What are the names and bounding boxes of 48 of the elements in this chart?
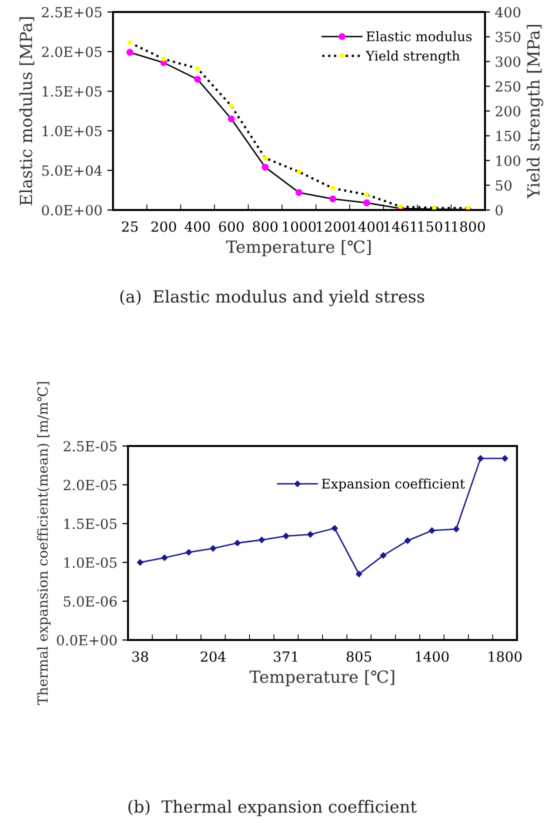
y-axis-title: Elastic modulus [MPa] xyxy=(19,17,34,206)
legend-label: Elastic modulus xyxy=(366,31,472,42)
y2-tick-label: 300 xyxy=(496,56,520,67)
x-axis-title: Temperature [℃] xyxy=(250,670,394,686)
y2-tick-label: 200 xyxy=(496,106,520,116)
y2-tick-label: 150 xyxy=(496,130,520,142)
x-tick-label: 1800 xyxy=(452,221,485,232)
x-tick-label: 371 xyxy=(274,651,298,662)
legend-label: Yield strength xyxy=(366,50,460,64)
x-tick-label: 1200 xyxy=(316,221,350,232)
y2-tick-label: 100 xyxy=(496,155,520,166)
x-tick-label: 400 xyxy=(184,221,210,232)
x-tick-label: 1000 xyxy=(283,221,316,232)
x-tick-label: 1800 xyxy=(488,651,522,662)
y2-tick-label: 350 xyxy=(496,32,520,42)
y-tick-label: 1.0E+05 xyxy=(42,126,102,136)
y-tick-label: 1.5E+05 xyxy=(42,86,102,97)
y2-tick-label: 400 xyxy=(495,6,520,18)
x-tick-label: 25 xyxy=(122,221,138,232)
y-tick-label: 2.0E+05 xyxy=(42,46,102,58)
y-tick-label: 0.0E+00 xyxy=(42,204,102,216)
y2-tick-label: 50 xyxy=(496,180,512,191)
text: (a) Elastic modulus and yield stress xyxy=(120,290,424,306)
x-tick-label: 1400 xyxy=(350,221,384,232)
x-tick-label: 200 xyxy=(151,221,176,232)
x-tick-label: 204 xyxy=(200,651,226,662)
x-tick-label: 805 xyxy=(346,651,372,662)
text: (b) Thermal expansion coefficient xyxy=(128,800,417,816)
x-tick-label: 1501 xyxy=(418,221,450,232)
y-tick-label: 0.0E+00 xyxy=(56,634,117,646)
y-axis-title: Thermal expansion coefficient(mean) [m/m℃] xyxy=(37,382,50,705)
x-tick-label: 800 xyxy=(252,221,278,232)
x-tick-label: 1400 xyxy=(416,651,449,662)
y2-tick-label: 0 xyxy=(496,204,503,216)
y-tick-label: 2.5E-05 xyxy=(64,440,117,452)
x-tick-label: 1461 xyxy=(384,221,416,232)
x-tick-label: 38 xyxy=(132,651,148,662)
y-tick-label: 1.5E-05 xyxy=(64,518,117,530)
y-tick-label: 5.0E+04 xyxy=(42,165,102,176)
legend-label: Expansion coefficient xyxy=(322,478,465,492)
y2-tick-label: 250 xyxy=(496,81,520,92)
x-axis-title: Temperature [℃] xyxy=(226,240,371,256)
y-tick-label: 5.0E-06 xyxy=(64,596,117,607)
y-tick-label: 2.5E+05 xyxy=(42,6,102,18)
y-tick-label: 1.0E-05 xyxy=(64,557,117,568)
y-tick-label: 2.0E-05 xyxy=(64,480,117,490)
x-tick-label: 600 xyxy=(219,221,244,232)
y2-axis-title: Yield strength [MPa] xyxy=(526,24,544,199)
